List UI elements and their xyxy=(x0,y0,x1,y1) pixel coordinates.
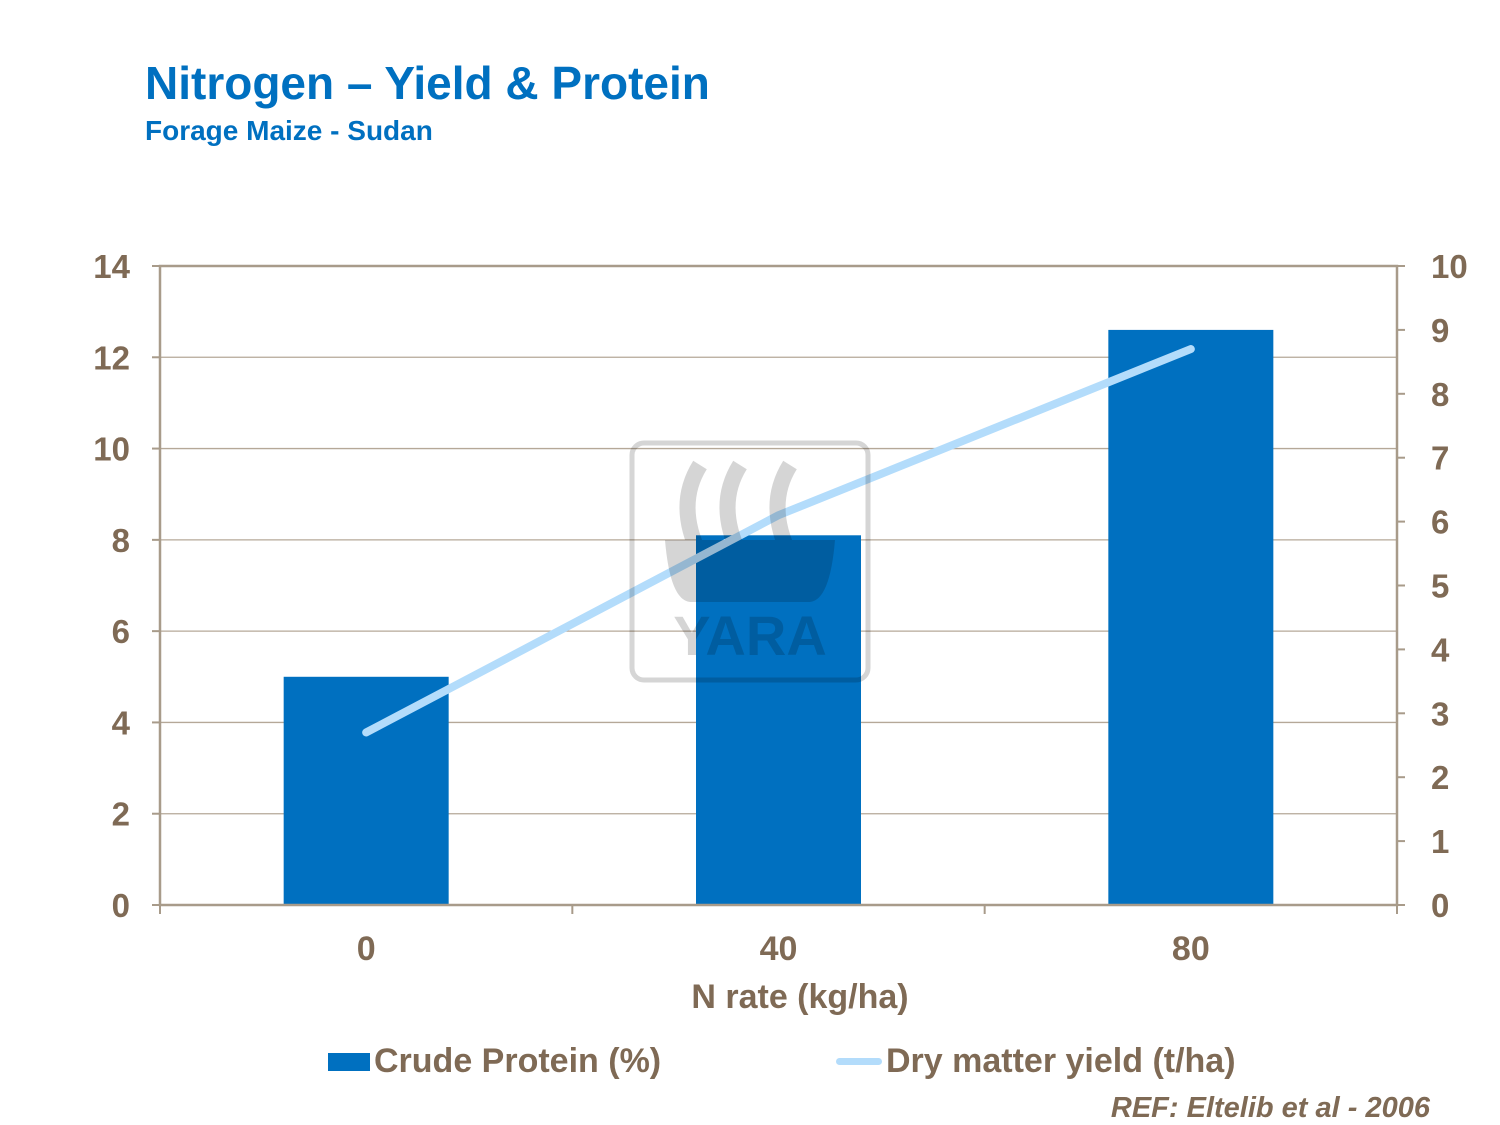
left-tick-label: 12 xyxy=(93,339,130,376)
left-tick-label: 0 xyxy=(112,887,130,924)
chart-title: Nitrogen – Yield & Protein xyxy=(145,57,710,109)
right-tick-label: 2 xyxy=(1431,759,1449,796)
left-tick-label: 4 xyxy=(112,704,131,741)
right-tick-label: 6 xyxy=(1431,504,1449,541)
right-tick-label: 4 xyxy=(1431,631,1450,668)
legend-label: Dry matter yield (t/ha) xyxy=(886,1042,1236,1080)
legend-swatch-line xyxy=(836,1058,882,1065)
bar-crude-protein xyxy=(696,535,861,905)
legend-item-crude-protein: Crude Protein (%) xyxy=(328,1042,661,1081)
legend-item-dry-matter: Dry matter yield (t/ha) xyxy=(836,1042,1236,1081)
bar-crude-protein xyxy=(1108,329,1274,905)
x-tick-label: 0 xyxy=(357,930,376,968)
left-tick-label: 8 xyxy=(112,522,130,559)
chart-subtitle: Forage Maize - Sudan xyxy=(145,115,433,146)
right-tick-label: 9 xyxy=(1431,312,1449,349)
x-tick-label: 40 xyxy=(760,930,798,968)
right-tick-label: 10 xyxy=(1431,248,1468,285)
left-tick-label: 6 xyxy=(112,613,130,650)
legend-swatch-bar xyxy=(328,1052,370,1071)
line-dry-matter-yield xyxy=(362,345,1195,737)
right-tick-label: 1 xyxy=(1431,823,1449,860)
left-tick-label: 14 xyxy=(93,248,130,285)
right-tick-label: 8 xyxy=(1431,376,1449,413)
right-tick-label: 0 xyxy=(1431,887,1449,924)
right-tick-label: 7 xyxy=(1431,440,1449,477)
bar-crude-protein xyxy=(283,676,449,905)
legend-label: Crude Protein (%) xyxy=(374,1042,662,1080)
plot-border xyxy=(158,264,1399,907)
left-tick-label: 2 xyxy=(112,796,130,833)
x-axis-label: N rate (kg/ha) xyxy=(691,978,908,1016)
x-tick-label: 80 xyxy=(1172,930,1210,968)
reference-note: REF: Eltelib et al - 2006 xyxy=(1110,1092,1430,1124)
left-tick-label: 10 xyxy=(93,431,130,468)
right-tick-label: 5 xyxy=(1431,568,1449,605)
right-tick-label: 3 xyxy=(1431,695,1449,732)
